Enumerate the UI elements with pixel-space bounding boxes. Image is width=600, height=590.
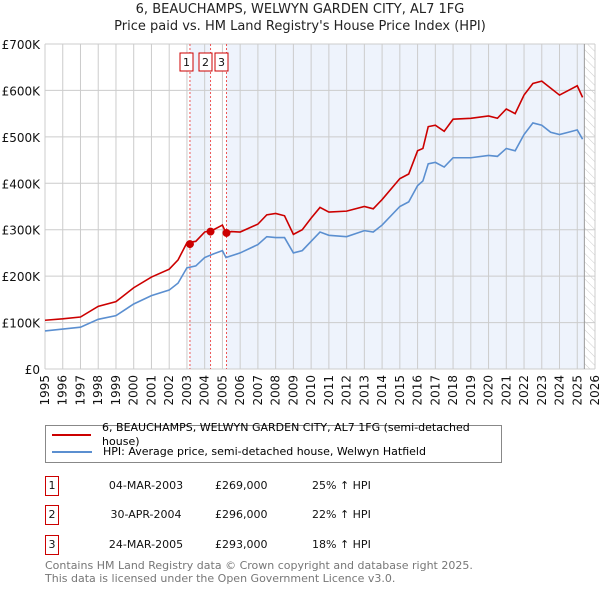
x-tick-label: 2015: [393, 375, 407, 406]
sale-hpi-diff: 22% ↑ HPI: [312, 508, 371, 521]
x-tick-label: 2016: [411, 375, 425, 406]
y-tick-label: £100K: [2, 317, 42, 331]
sale-date: 04-MAR-2003: [108, 479, 184, 492]
x-tick-label: 2009: [286, 375, 300, 406]
y-tick-label: £400K: [2, 177, 42, 191]
sale-label-box: [179, 52, 194, 72]
hpi-line: [44, 122, 584, 332]
x-tick-label: 2014: [375, 375, 389, 406]
sale-price: £296,000: [215, 508, 268, 521]
x-tick-label: 2018: [446, 375, 460, 406]
legend-line-hpi: [52, 451, 92, 453]
sale-marker-number: 3: [45, 535, 59, 555]
y-tick-label: £300K: [2, 224, 42, 238]
x-tick-label: 2010: [304, 375, 318, 406]
x-tick-label: 2023: [535, 375, 549, 406]
x-tick-label: 2006: [233, 375, 247, 406]
x-tick-label: 2011: [322, 375, 336, 406]
x-tick-label: 2013: [357, 375, 371, 406]
x-tick-label: 2004: [198, 375, 212, 406]
sale-price: £269,000: [215, 479, 268, 492]
x-tick-label: 2021: [499, 375, 513, 406]
sale-point: [222, 228, 231, 237]
sale-price: £293,000: [215, 538, 268, 551]
x-tick-label: 2019: [464, 375, 478, 406]
sale-label-box: [198, 52, 213, 72]
y-tick-label: £0: [25, 363, 40, 377]
x-tick-label: 2022: [517, 375, 531, 406]
x-tick-label: 2003: [180, 375, 194, 406]
x-tick-label: 2007: [251, 375, 265, 406]
x-tick-label: 2012: [340, 375, 354, 406]
x-tick-label: 2002: [162, 375, 176, 406]
sale-date: 30-APR-2004: [110, 508, 182, 521]
legend-line-property: [52, 434, 92, 436]
sale-label-number: 3: [218, 56, 225, 69]
y-tick-label: £600K: [2, 84, 42, 98]
sale-marker-number: 1: [45, 476, 59, 496]
x-tick-label: 1995: [38, 375, 52, 406]
x-tick-label: 2001: [144, 375, 158, 406]
future-hatch-region: [584, 44, 595, 369]
x-tick-label: 2000: [127, 375, 141, 406]
price-chart: 1995 1996 1997 1998 1999 2000 2001 2002 2003 2004…: [2, 38, 600, 406]
legend-label-property: 6, BEAUCHAMPS, WELWYN GARDEN CITY, AL7 1…: [102, 421, 470, 448]
x-tick-label: 1997: [73, 375, 87, 406]
x-tick-label: 2020: [482, 375, 496, 406]
x-tick-label: 1998: [91, 375, 105, 406]
sale-hpi-diff: 25% ↑ HPI: [312, 479, 371, 492]
x-tick-label: 2005: [215, 375, 229, 406]
sale-label-number: 1: [183, 56, 190, 69]
footer-copyright: Contains HM Land Registry data © Crown c…: [45, 559, 473, 572]
x-tick-label: 2025: [570, 375, 584, 406]
x-tick-label: 1996: [56, 375, 70, 406]
y-tick-label: £200K: [2, 270, 42, 284]
y-tick-label: £700K: [2, 38, 42, 52]
chart-subtitle: Price paid vs. HM Land Registry's House …: [114, 19, 486, 34]
footer-licence: This data is licensed under the Open Gov…: [45, 572, 396, 585]
x-tick-label: 2024: [553, 375, 567, 406]
sale-row: 2 30-APR-2004 £296,000 22% ↑ HPI: [45, 505, 445, 525]
sale-row: 1 04-MAR-2003 £269,000 25% ↑ HPI: [45, 476, 445, 496]
chart-title: 6, BEAUCHAMPS, WELWYN GARDEN CITY, AL7 1…: [135, 2, 465, 17]
shaded-ownership-region: [226, 44, 585, 369]
sale-label-box: [214, 52, 229, 72]
x-tick-label: 2017: [428, 375, 442, 406]
x-tick-label: 1999: [109, 375, 123, 406]
sale-hpi-diff: 18% ↑ HPI: [312, 538, 371, 551]
sale-label-number: 2: [202, 56, 209, 69]
y-tick-label: £500K: [2, 131, 42, 145]
legend: 6, BEAUCHAMPS, WELWYN GARDEN CITY, AL7 1…: [45, 421, 502, 463]
sale-point: [206, 227, 215, 236]
property-price-line: [44, 80, 584, 322]
shaded-ownership-region: [189, 44, 211, 369]
sale-point: [185, 240, 194, 249]
x-tick-label: 2026: [588, 375, 600, 406]
legend-label-hpi: HPI: Average price, semi-detached house,…: [103, 445, 426, 458]
x-tick-label: 2008: [269, 375, 283, 406]
sale-row: 3 24-MAR-2005 £293,000 18% ↑ HPI: [45, 535, 445, 555]
sale-marker-number: 2: [45, 505, 59, 525]
sale-date: 24-MAR-2005: [108, 538, 184, 551]
